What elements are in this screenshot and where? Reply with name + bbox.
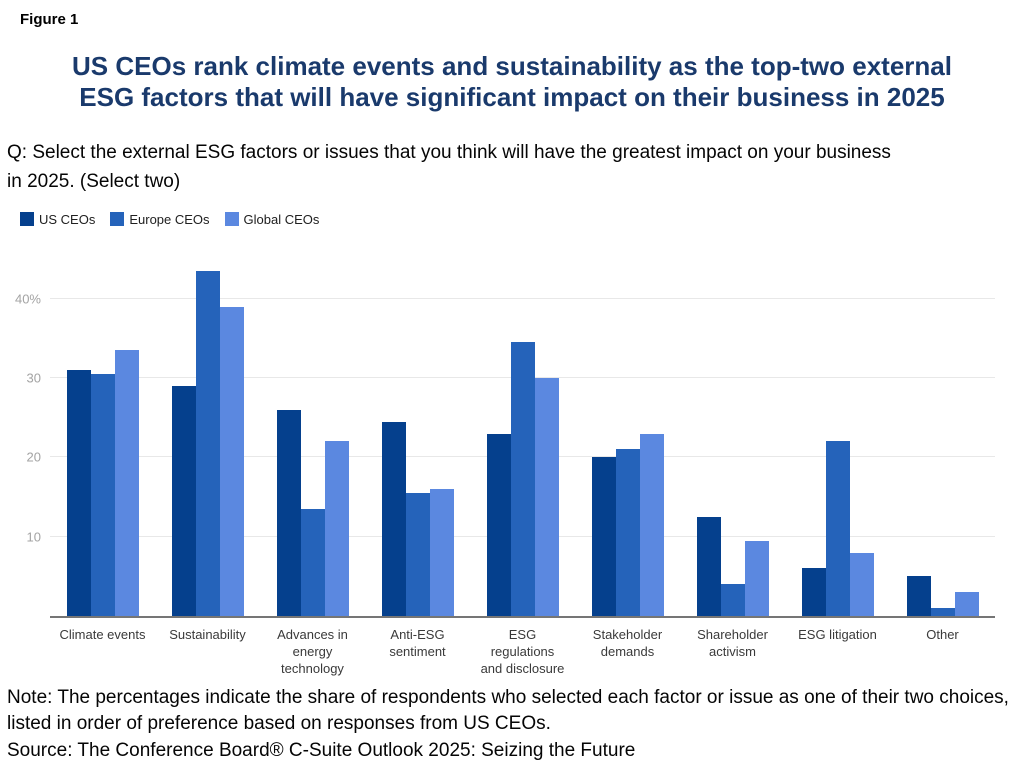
- bars-container: [50, 251, 995, 616]
- bar-us-ceos-climate-events: [66, 370, 91, 616]
- bar-group-advances-in-energy-technology: [260, 251, 365, 616]
- bar-global-ceos-other: [954, 592, 979, 616]
- plot-area: 10 20 30 40%: [15, 251, 995, 618]
- bar-group-stakeholder-demands: [575, 251, 680, 616]
- bar-us-ceos-other: [906, 576, 931, 616]
- bar-us-ceos-anti-esg-sentiment: [381, 421, 406, 616]
- bar-europe-ceos-sustainability: [195, 270, 220, 616]
- x-axis-label-spacer: [0, 626, 50, 677]
- bar-global-ceos-advances-in-energy-technology: [324, 441, 349, 616]
- bar-us-ceos-advances-in-energy-technology: [276, 409, 301, 616]
- bar-global-ceos-esg-regulations-and-disclosure: [534, 377, 559, 616]
- legend: US CEOs Europe CEOs Global CEOs: [20, 211, 1024, 227]
- bar-europe-ceos-climate-events: [90, 374, 115, 616]
- bar-global-ceos-shareholder-activism: [744, 540, 769, 616]
- bar-group-climate-events: [50, 251, 155, 616]
- bar-global-ceos-anti-esg-sentiment: [429, 489, 454, 616]
- bar-group-sustainability: [155, 251, 260, 616]
- bar-chart: 10 20 30 40% Climate events Sustainability Ad…: [0, 251, 1024, 677]
- bar-europe-ceos-other: [930, 608, 955, 616]
- bar-us-ceos-shareholder-activism: [696, 516, 721, 616]
- x-label-shareholder-activism: Shareholder activism: [697, 627, 768, 659]
- chart-title: US CEOs rank climate events and sustaina…: [72, 51, 952, 112]
- bar-global-ceos-stakeholder-demands: [639, 433, 664, 616]
- x-label-sustainability: Sustainability: [169, 627, 246, 642]
- source-text: Source: The Conference Board® C-Suite Ou…: [7, 740, 636, 761]
- bar-group-shareholder-activism: [680, 251, 785, 616]
- x-label-other: Other: [926, 627, 959, 642]
- legend-item-global-ceos: Global CEOs: [224, 211, 320, 227]
- legend-label: Europe CEOs: [129, 211, 210, 227]
- x-axis-labels: Climate events Sustainability Advances in …: [0, 618, 995, 677]
- x-label-esg-regulations-and-disclosure: ESG regulations and disclosure: [480, 627, 565, 676]
- bar-group-anti-esg-sentiment: [365, 251, 470, 616]
- x-label-advances-in-energy-technology: Advances in energy technology: [277, 627, 348, 676]
- bar-europe-ceos-esg-regulations-and-disclosure: [510, 342, 535, 616]
- y-tick-label-20: 20: [26, 449, 41, 465]
- bar-europe-ceos-stakeholder-demands: [615, 449, 640, 616]
- legend-swatch-icon: [110, 212, 125, 226]
- legend-swatch-icon: [20, 212, 34, 226]
- bar-us-ceos-sustainability: [171, 385, 196, 616]
- bar-group-esg-litigation: [785, 251, 890, 616]
- figure-page: Figure 1 US CEOs rank climate events and…: [0, 11, 1024, 773]
- x-label-esg-litigation: ESG litigation: [798, 627, 877, 642]
- note-text: Note: The percentages indicate the share…: [7, 687, 1009, 734]
- legend-item-us-ceos: US CEOs: [20, 212, 95, 227]
- figure-label: Figure 1: [20, 11, 79, 28]
- x-label-anti-esg-sentiment: Anti-ESG sentiment: [389, 627, 446, 659]
- legend-label: Global CEOs: [243, 211, 320, 227]
- bar-group-other: [890, 251, 995, 616]
- legend-swatch-icon: [224, 212, 239, 226]
- x-label-climate-events: Climate events: [59, 627, 146, 642]
- bar-europe-ceos-anti-esg-sentiment: [405, 493, 430, 616]
- y-tick-label-30: 30: [26, 370, 41, 386]
- legend-label: US CEOs: [39, 211, 96, 227]
- y-tick-label-10: 10: [26, 529, 41, 545]
- bar-global-ceos-sustainability: [219, 306, 244, 616]
- bar-us-ceos-esg-litigation: [801, 568, 826, 616]
- bar-europe-ceos-esg-litigation: [825, 441, 850, 616]
- gridline-40: [50, 297, 995, 299]
- bar-europe-ceos-advances-in-energy-technology: [300, 508, 325, 616]
- bar-global-ceos-esg-litigation: [849, 552, 874, 616]
- bar-group-esg-regulations-and-disclosure: [470, 251, 575, 616]
- survey-question: Q: Select the external ESG factors or is…: [7, 142, 891, 192]
- x-label-stakeholder-demands: Stakeholder demands: [592, 627, 663, 659]
- bar-europe-ceos-shareholder-activism: [720, 584, 745, 616]
- bar-global-ceos-climate-events: [114, 350, 139, 616]
- legend-item-europe-ceos: Europe CEOs: [110, 211, 210, 227]
- bar-us-ceos-stakeholder-demands: [591, 457, 616, 616]
- y-tick-label-40: 40%: [14, 291, 41, 307]
- bar-us-ceos-esg-regulations-and-disclosure: [486, 433, 511, 616]
